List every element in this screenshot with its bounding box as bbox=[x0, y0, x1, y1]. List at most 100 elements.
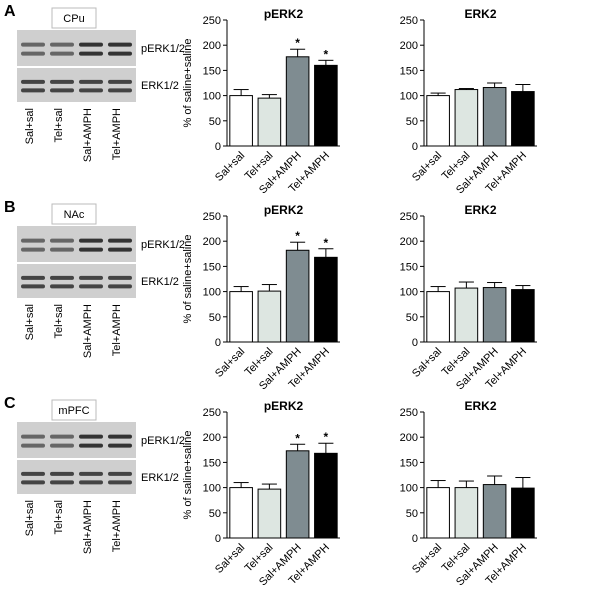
y-tick-label: 200 bbox=[203, 432, 221, 444]
y-tick-label: 200 bbox=[400, 236, 418, 248]
y-tick-label: 50 bbox=[406, 312, 418, 324]
x-tick-label: Sal+sal bbox=[213, 542, 247, 576]
bar bbox=[257, 290, 282, 343]
panel-letter: B bbox=[4, 199, 16, 216]
y-tick-label: 100 bbox=[203, 483, 221, 495]
bar bbox=[426, 95, 450, 147]
y-tick-label: 150 bbox=[203, 261, 221, 273]
lane-label: Tel+sal bbox=[53, 108, 65, 143]
y-tick-label: 100 bbox=[203, 287, 221, 299]
band bbox=[50, 42, 74, 47]
band bbox=[21, 284, 45, 289]
band bbox=[108, 79, 132, 84]
band bbox=[79, 284, 103, 289]
blot bbox=[17, 460, 136, 494]
chart-title: pERK2 bbox=[264, 399, 304, 413]
region-label: CPu bbox=[63, 13, 84, 25]
y-tick-label: 100 bbox=[400, 91, 418, 103]
x-tick-label: Sal+sal bbox=[410, 346, 444, 380]
region-box bbox=[51, 203, 97, 225]
band bbox=[50, 238, 74, 243]
bar bbox=[482, 87, 507, 147]
blot bbox=[17, 226, 136, 262]
band bbox=[50, 434, 74, 439]
y-tick-label: 100 bbox=[400, 287, 418, 299]
x-tick-label: Sal+sal bbox=[410, 542, 444, 576]
blot-label: pERK1/2 bbox=[141, 239, 185, 251]
chart-title: ERK2 bbox=[464, 203, 496, 217]
bar bbox=[454, 89, 479, 147]
bar bbox=[229, 487, 253, 539]
panel-letter: C bbox=[4, 395, 16, 412]
band bbox=[79, 471, 103, 476]
bar bbox=[314, 64, 338, 147]
band bbox=[21, 480, 45, 485]
chart-title: pERK2 bbox=[264, 7, 304, 21]
y-tick-label: 250 bbox=[400, 211, 418, 223]
band bbox=[50, 247, 74, 252]
blot bbox=[17, 30, 136, 66]
y-tick-label: 250 bbox=[400, 407, 418, 419]
significance-mark: * bbox=[324, 430, 329, 444]
y-tick-label: 200 bbox=[203, 40, 221, 52]
y-tick-label: 50 bbox=[406, 116, 418, 128]
significance-mark: * bbox=[295, 431, 300, 445]
band bbox=[108, 284, 132, 289]
y-tick-label: 0 bbox=[412, 337, 418, 349]
bar bbox=[257, 488, 282, 539]
bar bbox=[229, 95, 253, 147]
band bbox=[108, 42, 132, 47]
bar bbox=[511, 487, 535, 539]
lane-label: Sal+sal bbox=[24, 304, 36, 340]
y-tick-label: 150 bbox=[400, 457, 418, 469]
band bbox=[21, 434, 45, 439]
band bbox=[79, 275, 103, 280]
band bbox=[21, 443, 45, 448]
significance-mark: * bbox=[295, 36, 300, 50]
lane-label: Tel+AMPH bbox=[111, 500, 123, 552]
band bbox=[108, 480, 132, 485]
y-tick-label: 200 bbox=[400, 432, 418, 444]
y-tick-label: 200 bbox=[400, 40, 418, 52]
y-tick-label: 50 bbox=[209, 116, 221, 128]
blot-label: pERK1/2 bbox=[141, 43, 185, 55]
band bbox=[21, 79, 45, 84]
band bbox=[50, 443, 74, 448]
blot bbox=[17, 68, 136, 102]
lane-label: Sal+AMPH bbox=[82, 500, 94, 554]
band bbox=[108, 275, 132, 280]
bar bbox=[314, 452, 338, 539]
band bbox=[108, 247, 132, 252]
bar bbox=[482, 287, 507, 343]
y-tick-label: 200 bbox=[203, 236, 221, 248]
y-tick-label: 250 bbox=[400, 15, 418, 27]
lane-label: Tel+AMPH bbox=[111, 304, 123, 356]
chart-title: ERK2 bbox=[464, 7, 496, 21]
blot-label: ERK1/2 bbox=[141, 80, 179, 92]
x-tick-label: Sal+sal bbox=[410, 150, 444, 184]
bar bbox=[426, 487, 450, 539]
band bbox=[108, 471, 132, 476]
lane-label: Sal+AMPH bbox=[82, 108, 94, 162]
band bbox=[21, 42, 45, 47]
band bbox=[79, 42, 103, 47]
bar bbox=[257, 97, 282, 147]
y-tick-label: 250 bbox=[203, 15, 221, 27]
lane-label: Tel+sal bbox=[53, 304, 65, 339]
lane-label: Sal+sal bbox=[24, 500, 36, 536]
lane-label: Sal+sal bbox=[24, 108, 36, 144]
y-tick-label: 150 bbox=[203, 65, 221, 77]
band bbox=[50, 284, 74, 289]
blot bbox=[17, 422, 136, 458]
lane-label: Tel+AMPH bbox=[111, 108, 123, 160]
y-tick-label: 0 bbox=[215, 337, 221, 349]
band bbox=[21, 471, 45, 476]
bar bbox=[285, 450, 310, 539]
band bbox=[108, 51, 132, 56]
band bbox=[50, 480, 74, 485]
y-tick-label: 50 bbox=[209, 508, 221, 520]
y-tick-label: 50 bbox=[406, 508, 418, 520]
band bbox=[21, 275, 45, 280]
band bbox=[79, 247, 103, 252]
